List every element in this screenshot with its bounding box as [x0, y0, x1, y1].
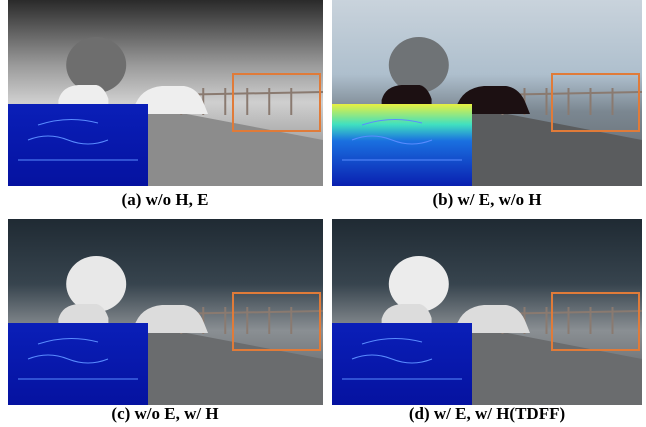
figure: (a) w/o H, E (b) w/ E, w/o H (c) w/o E, … — [0, 0, 646, 427]
tree — [66, 37, 126, 93]
feature-inset — [332, 104, 472, 186]
image-panel — [332, 0, 642, 186]
tree — [66, 256, 126, 312]
caption: (d) w/ E, w/ H(TDFF) — [409, 404, 565, 423]
caption: (a) w/o H, E — [122, 190, 209, 209]
feature-inset — [8, 104, 148, 186]
image-panel — [332, 219, 642, 405]
feature-inset — [332, 323, 472, 405]
tree — [389, 256, 449, 312]
image-panel — [8, 0, 323, 186]
caption: (c) w/o E, w/ H — [111, 404, 218, 423]
feature-inset — [8, 323, 148, 405]
tree — [389, 37, 449, 93]
image-panel — [8, 219, 323, 405]
caption: (b) w/ E, w/o H — [432, 190, 541, 209]
